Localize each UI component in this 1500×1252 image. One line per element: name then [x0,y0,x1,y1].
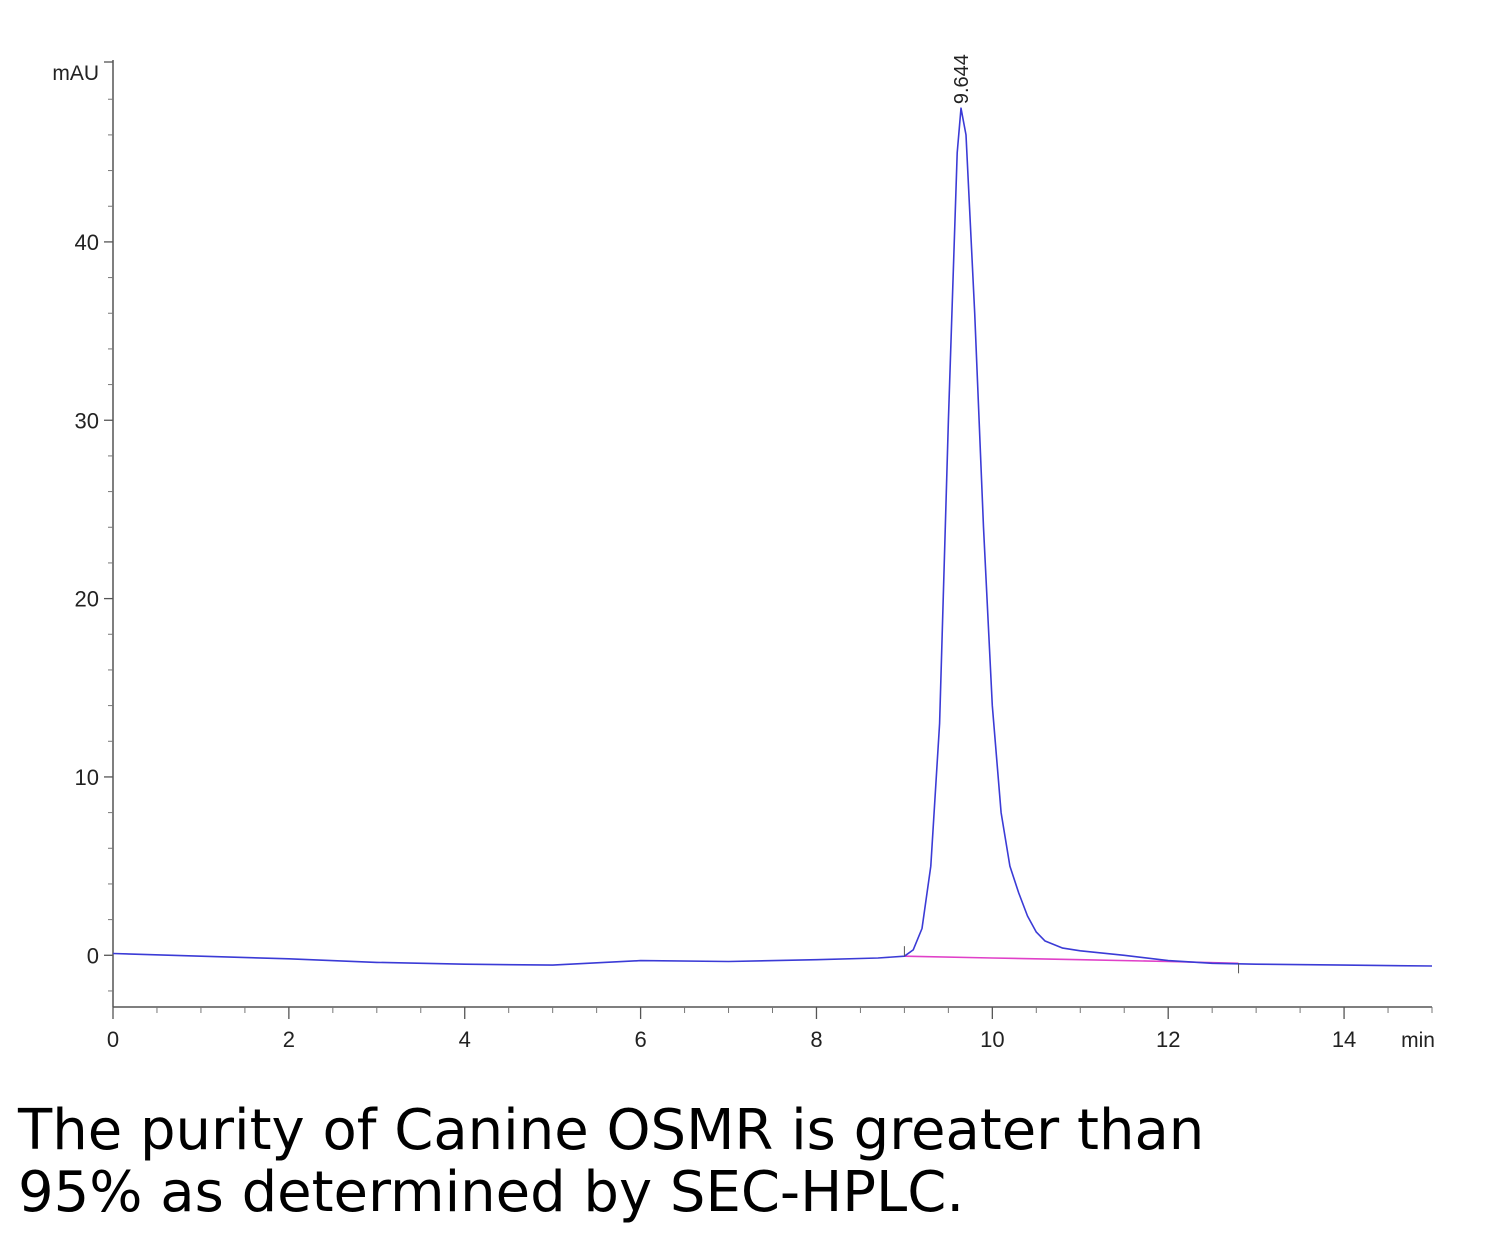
x-tick-label: 10 [980,1027,1004,1052]
x-tick-label: 12 [1156,1027,1180,1052]
x-tick-label: 6 [634,1027,646,1052]
chart-labels: 0 10 20 30 40 mAU 0 2 4 6 8 10 12 14 min 9.644 [52,54,1435,1052]
y-tick-label: 0 [87,943,99,968]
y-tick-label: 20 [75,587,99,612]
x-axis-label: min [1401,1029,1435,1052]
y-tick-label: 40 [75,230,99,255]
chart-axes [112,60,1432,1008]
figure-caption: The purity of Canine OSMR is greater tha… [18,1100,1478,1224]
x-tick-label: 0 [107,1027,119,1052]
y-axis-label: mAU [52,62,99,85]
x-tick-label: 2 [283,1027,295,1052]
y-tick-label: 30 [75,408,99,433]
chromatogram-trace [112,107,1433,967]
x-tick-label: 8 [810,1027,822,1052]
peak-label: 9.644 [951,54,973,104]
caption-line-1: The purity of Canine OSMR is greater tha… [18,1098,1205,1163]
caption-line-2: 95% as determined by SEC-HPLC. [18,1160,965,1225]
y-tick-label: 10 [75,765,99,790]
x-tick-label: 4 [459,1027,471,1052]
chart-ticks [104,61,1433,1019]
chromatogram-chart: 0 10 20 30 40 mAU 0 2 4 6 8 10 12 14 min 9.644 [52,54,1435,1052]
x-tick-label: 14 [1332,1027,1356,1052]
chart-series [112,107,1433,974]
